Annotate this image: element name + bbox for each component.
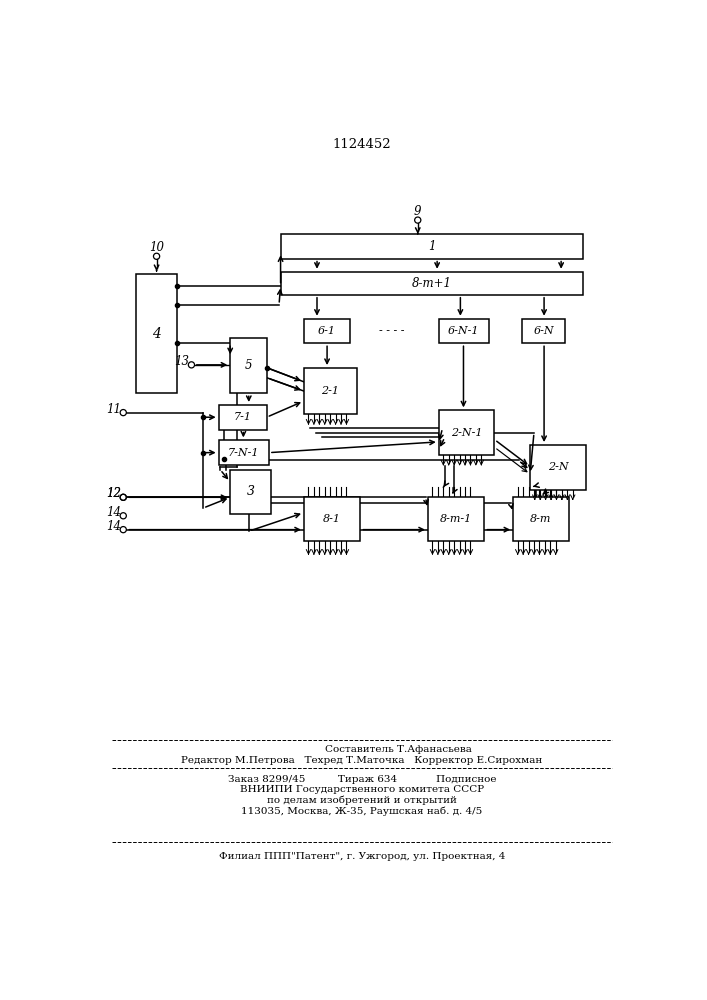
Bar bbox=[218, 405, 267, 430]
Text: Заказ 8299/45          Тираж 634            Подписное: Заказ 8299/45 Тираж 634 Подписное bbox=[228, 775, 496, 784]
Bar bbox=[513, 497, 569, 541]
Bar bbox=[281, 272, 583, 295]
Text: 14: 14 bbox=[106, 520, 121, 533]
Text: 6-N: 6-N bbox=[533, 326, 554, 336]
Text: 14: 14 bbox=[106, 506, 121, 519]
Bar bbox=[304, 368, 356, 414]
Bar bbox=[281, 234, 583, 259]
Text: 10: 10 bbox=[149, 241, 164, 254]
Bar bbox=[530, 445, 586, 490]
Bar bbox=[230, 470, 271, 514]
Text: 12: 12 bbox=[106, 487, 121, 500]
Text: ВНИИПИ Государственного комитета СССР: ВНИИПИ Государственного комитета СССР bbox=[240, 785, 484, 794]
Text: 3: 3 bbox=[246, 485, 255, 498]
Text: 1124452: 1124452 bbox=[332, 138, 391, 151]
Text: 6-1: 6-1 bbox=[318, 326, 336, 336]
Bar bbox=[230, 338, 267, 393]
Bar bbox=[136, 274, 177, 393]
Bar bbox=[522, 319, 565, 343]
Text: 4: 4 bbox=[152, 327, 161, 341]
Text: 9: 9 bbox=[414, 205, 421, 218]
Text: 8-m: 8-m bbox=[530, 514, 551, 524]
Bar bbox=[218, 440, 269, 465]
Bar bbox=[438, 410, 494, 455]
Text: 2-1: 2-1 bbox=[321, 386, 339, 396]
Text: Составитель Т.Афанасьева: Составитель Т.Афанасьева bbox=[325, 745, 472, 754]
Text: 7-1: 7-1 bbox=[233, 412, 252, 422]
Text: 7-N-1: 7-N-1 bbox=[228, 448, 259, 458]
Text: Филиал ППП"Патент", г. Ужгород, ул. Проектная, 4: Филиал ППП"Патент", г. Ужгород, ул. Прое… bbox=[218, 852, 505, 861]
Text: - - - -: - - - - bbox=[380, 326, 405, 336]
Text: 11: 11 bbox=[106, 403, 121, 416]
Bar bbox=[304, 497, 360, 541]
Text: 6-N-1: 6-N-1 bbox=[448, 326, 479, 336]
Text: 13: 13 bbox=[174, 355, 189, 368]
Text: 1: 1 bbox=[428, 240, 436, 253]
Text: 5: 5 bbox=[245, 359, 252, 372]
Text: 113035, Москва, Ж-35, Раушская наб. д. 4/5: 113035, Москва, Ж-35, Раушская наб. д. 4… bbox=[241, 807, 483, 816]
Text: 8-m-1: 8-m-1 bbox=[440, 514, 472, 524]
Bar bbox=[438, 319, 489, 343]
Text: 2-N: 2-N bbox=[548, 462, 568, 472]
Bar bbox=[304, 319, 351, 343]
Bar bbox=[428, 497, 484, 541]
Text: 8-1: 8-1 bbox=[322, 514, 341, 524]
Text: 12: 12 bbox=[106, 487, 121, 500]
Text: 2-N-1: 2-N-1 bbox=[451, 428, 482, 438]
Text: Редактор М.Петрова   Техред Т.Маточка   Корректор Е.Сирохман: Редактор М.Петрова Техред Т.Маточка Корр… bbox=[181, 756, 542, 765]
Text: по делам изобретений и открытий: по делам изобретений и открытий bbox=[267, 796, 457, 805]
Text: 8-m+1: 8-m+1 bbox=[411, 277, 452, 290]
